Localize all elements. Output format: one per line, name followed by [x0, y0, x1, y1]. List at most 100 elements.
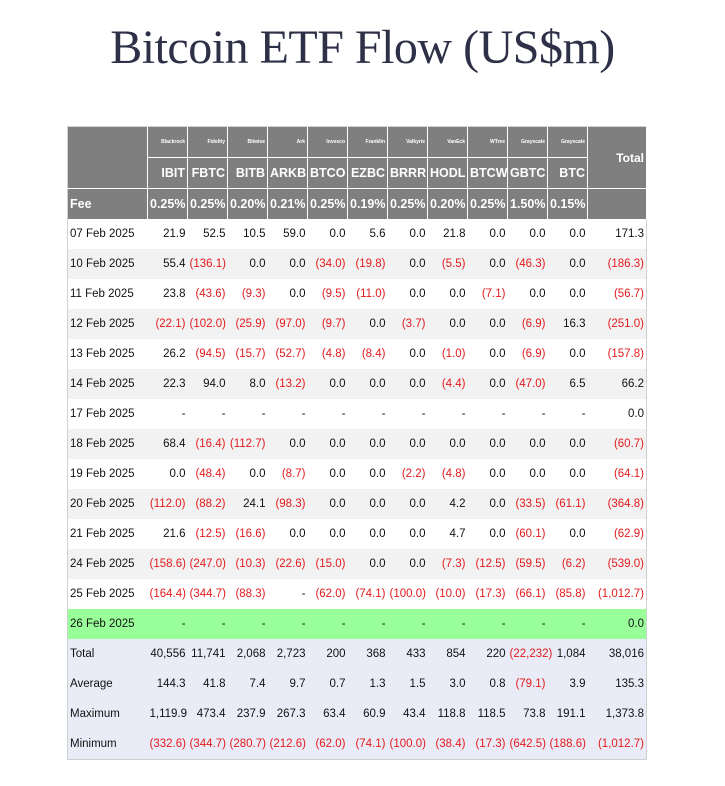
- ticker-label: BTCW: [467, 157, 508, 189]
- flow-cell: 94.0: [187, 369, 228, 399]
- flow-cell: 0.0: [347, 489, 388, 519]
- flow-cell: (19.8): [347, 249, 388, 279]
- summary-cell: 0.7: [307, 669, 348, 699]
- summary-cell: 191.1: [547, 699, 588, 729]
- flow-cell: 0.0: [307, 489, 348, 519]
- issuer-name: Franklin: [347, 126, 388, 158]
- flow-cell: 0.0: [347, 429, 388, 459]
- flow-cell: 0.0: [467, 339, 508, 369]
- issuer-name: Fidelity: [187, 126, 228, 158]
- table-row: 11 Feb 2025 23.8 (43.6) (9.3) 0.0 (9.5) (11.0)…: [67, 279, 647, 309]
- flow-cell: (8.4): [347, 339, 388, 369]
- flow-cell: (33.5): [507, 489, 548, 519]
- ticker-label: BTC: [547, 157, 588, 189]
- flow-cell: 10.5: [227, 219, 268, 249]
- flow-cell: 0.0: [387, 549, 428, 579]
- issuer-name: Grayscale: [547, 126, 588, 158]
- table-header: Blackrock Fidelity Bitwise Ark Invesco Frankl…: [67, 126, 647, 219]
- fee-label: Fee: [67, 188, 148, 219]
- row-total: (157.8): [587, 339, 647, 369]
- flow-cell: (136.1): [187, 249, 228, 279]
- row-total: (64.1): [587, 459, 647, 489]
- ticker-label: BTCO: [307, 157, 348, 189]
- total-column-header: Total: [587, 126, 647, 189]
- flow-cell: 0.0: [467, 459, 508, 489]
- row-total: (364.8): [587, 489, 647, 519]
- flow-cell: 0.0: [387, 279, 428, 309]
- row-total: (539.0): [587, 549, 647, 579]
- summary-cell: 41.8: [187, 669, 228, 699]
- flow-cell: (7.1): [467, 279, 508, 309]
- summary-cell: (332.6): [147, 729, 188, 760]
- flow-cell: 0.0: [227, 459, 268, 489]
- flow-cell: 0.0: [267, 279, 308, 309]
- flow-cell: 21.9: [147, 219, 188, 249]
- summary-cell: 7.4: [227, 669, 268, 699]
- fee-row: Fee 0.25% 0.25% 0.20% 0.21% 0.25% 0.19% 0.25% 0.…: [67, 188, 647, 219]
- summary-cell: 11,741: [187, 639, 228, 669]
- flow-cell: (4.8): [427, 459, 468, 489]
- table-row: 07 Feb 2025 21.9 52.5 10.5 59.0 0.0 5.6 0.0 21.8…: [67, 219, 647, 249]
- flow-cell: -: [427, 399, 468, 429]
- flow-cell: (34.0): [307, 249, 348, 279]
- ticker-label: BITB: [227, 157, 268, 189]
- flow-cell: (12.5): [187, 519, 228, 549]
- ticker-label: IBIT: [147, 157, 188, 189]
- row-date: 12 Feb 2025: [67, 309, 148, 339]
- table-row: 14 Feb 2025 22.3 94.0 8.0 (13.2) 0.0 0.0 0.0 (4.…: [67, 369, 647, 399]
- flow-cell: (22.6): [267, 549, 308, 579]
- flow-cell: 0.0: [547, 429, 588, 459]
- summary-label: Minimum: [67, 729, 148, 760]
- row-total: 171.3: [587, 219, 647, 249]
- fee-value: 0.25%: [187, 188, 228, 219]
- summary-cell: 2,723: [267, 639, 308, 669]
- row-date: 13 Feb 2025: [67, 339, 148, 369]
- issuer-name: Valkyrie: [387, 126, 428, 158]
- flow-cell: -: [307, 399, 348, 429]
- ticker-label: EZBC: [347, 157, 388, 189]
- flow-cell: 24.1: [227, 489, 268, 519]
- summary-total: 38,016: [587, 639, 647, 669]
- fee-value: 1.50%: [507, 188, 548, 219]
- table-row: 17 Feb 2025- - - - - - - - - - -0.0: [67, 399, 647, 429]
- summary-cell: 200: [307, 639, 348, 669]
- ticker-label: ARKB: [267, 157, 308, 189]
- flow-cell: (9.5): [307, 279, 348, 309]
- flow-cell: (60.1): [507, 519, 548, 549]
- summary-cell: 60.9: [347, 699, 388, 729]
- flow-cell: -: [507, 399, 548, 429]
- flow-cell: -: [387, 609, 428, 639]
- row-total: 0.0: [587, 609, 647, 639]
- flow-cell: (10.0): [427, 579, 468, 609]
- flow-cell: (6.9): [507, 309, 548, 339]
- summary-label: Total: [67, 639, 148, 669]
- row-date: 24 Feb 2025: [67, 549, 148, 579]
- table-row: 25 Feb 2025 (164.4) (344.7) (88.3) - (62.0) (7…: [67, 579, 647, 609]
- flow-cell: (13.2): [267, 369, 308, 399]
- flow-cell: (4.4): [427, 369, 468, 399]
- flow-cell: (88.2): [187, 489, 228, 519]
- flow-cell: (15.7): [227, 339, 268, 369]
- summary-cell: (62.0): [307, 729, 348, 760]
- flow-cell: (9.7): [307, 309, 348, 339]
- table-row: 26 Feb 2025- - - - - - - - - - -0.0: [67, 609, 647, 639]
- summary-cell: 2,068: [227, 639, 268, 669]
- table-row: 24 Feb 2025 (158.6) (247.0) (10.3) (22.6) (15…: [67, 549, 647, 579]
- summary-cell: 1.3: [347, 669, 388, 699]
- flow-cell: 0.0: [307, 429, 348, 459]
- row-date: 14 Feb 2025: [67, 369, 148, 399]
- flow-cell: (62.0): [307, 579, 348, 609]
- issuer-row: Blackrock Fidelity Bitwise Ark Invesco Frankl…: [67, 126, 647, 189]
- summary-cell: 9.7: [267, 669, 308, 699]
- flow-cell: 0.0: [227, 249, 268, 279]
- table-row: 21 Feb 2025 21.6 (12.5) (16.6) 0.0 0.0 0.0 0.0 4…: [67, 519, 647, 549]
- summary-cell: 43.4: [387, 699, 428, 729]
- flow-cell: 0.0: [387, 519, 428, 549]
- summary-cell: 473.4: [187, 699, 228, 729]
- table-row: 10 Feb 2025 55.4 (136.1) 0.0 0.0 (34.0) (19.8)…: [67, 249, 647, 279]
- flow-cell: (46.3): [507, 249, 548, 279]
- summary-cell: 118.5: [467, 699, 508, 729]
- summary-cell: 144.3: [147, 669, 188, 699]
- flow-cell: 0.0: [467, 369, 508, 399]
- row-date: 07 Feb 2025: [67, 219, 148, 249]
